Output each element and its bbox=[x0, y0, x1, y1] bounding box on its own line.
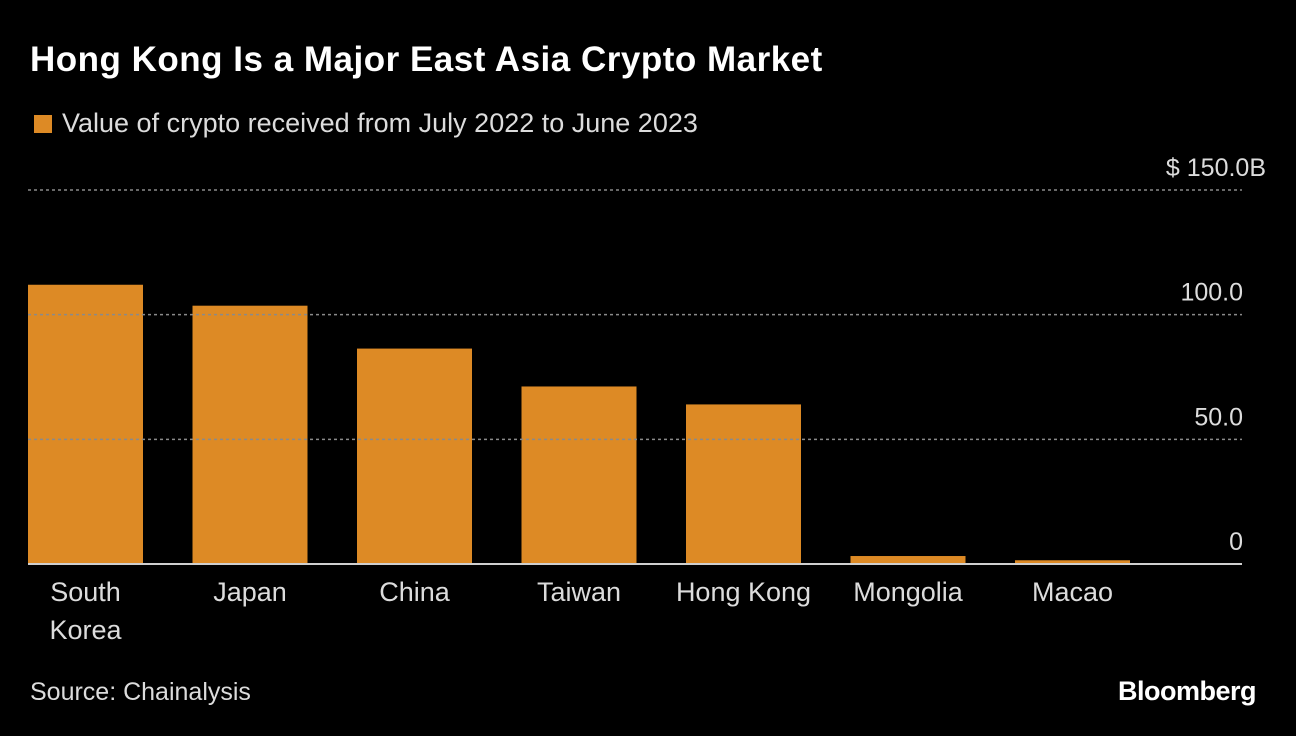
x-tick-label-0-0: South bbox=[50, 577, 121, 607]
bloomberg-logo: Bloomberg bbox=[1117, 676, 1257, 706]
bar-0 bbox=[28, 284, 143, 564]
bar-2 bbox=[357, 348, 472, 564]
source-note: Source: Chainalysis bbox=[30, 678, 251, 706]
y-tick-label-3: $ 150.0B bbox=[1166, 154, 1266, 182]
x-tick-label-4: Hong Kong bbox=[676, 577, 811, 607]
bar-3 bbox=[521, 386, 637, 564]
legend-swatch bbox=[34, 114, 52, 133]
x-tick-label-3: Taiwan bbox=[537, 577, 621, 607]
legend: Value of crypto received from July 2022 … bbox=[34, 108, 698, 139]
x-tick-label-2: China bbox=[379, 577, 451, 607]
bar-4 bbox=[686, 404, 801, 564]
chart-title: Hong Kong Is a Major East Asia Crypto Ma… bbox=[30, 40, 823, 79]
y-tick-label-2: 100.0 bbox=[1180, 279, 1243, 307]
y-tick-label-1: 50.0 bbox=[1194, 403, 1243, 431]
bar-6 bbox=[1015, 560, 1130, 564]
bar-5 bbox=[850, 556, 966, 564]
x-tick-label-0-1: Korea bbox=[49, 615, 122, 645]
y-tick-label-0: 0 bbox=[1229, 528, 1243, 556]
bar-1 bbox=[192, 305, 308, 564]
x-tick-label-6: Macao bbox=[1032, 577, 1113, 607]
x-tick-label-5: Mongolia bbox=[853, 577, 964, 607]
x-tick-label-1: Japan bbox=[213, 577, 287, 607]
legend-label: Value of crypto received from July 2022 … bbox=[62, 108, 698, 138]
